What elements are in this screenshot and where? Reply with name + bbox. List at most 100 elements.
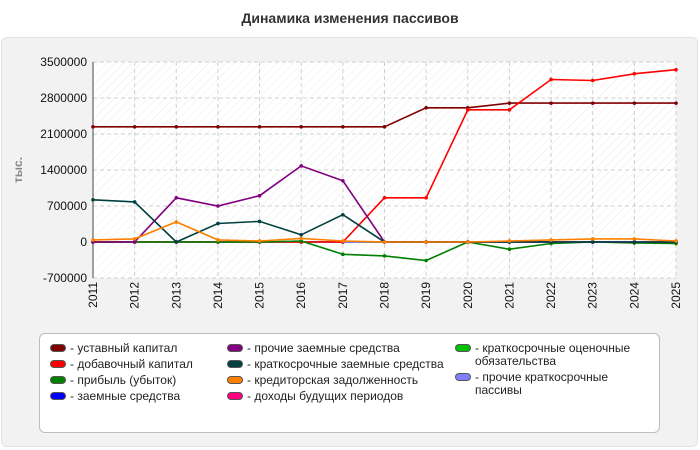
legend-label: заемные средства: [50, 390, 220, 403]
x-tick-label: 2020: [461, 282, 475, 309]
data-point: [299, 236, 304, 241]
y-tick-label: 2100000: [40, 127, 87, 141]
data-point: [91, 238, 95, 242]
y-tick-label: 3500000: [40, 55, 87, 69]
legend-item: краткосрочные заемные средства: [227, 358, 447, 371]
legend-label: уставный капитал: [50, 342, 220, 355]
data-point: [465, 108, 470, 112]
x-tick-label: 2013: [169, 282, 183, 309]
x-tick-label: 2014: [211, 282, 225, 309]
legend-column: уставный капитал добавочный капитал прибыл…: [50, 342, 220, 406]
x-tick-label: 2025: [669, 282, 683, 309]
data-point: [299, 164, 304, 168]
data-point: [91, 125, 95, 129]
data-point: [132, 237, 137, 241]
chart-legend: уставный капитал добавочный капитал прибыл…: [39, 333, 660, 433]
data-point: [174, 195, 179, 200]
legend-label: доходы будущих периодов: [227, 390, 447, 403]
data-point: [549, 101, 553, 105]
legend-label: краткосрочные оценочные обязательства: [455, 342, 655, 368]
x-tick-label: 2012: [128, 282, 142, 309]
legend-item: прочие краткосрочные пассивы: [455, 371, 655, 397]
data-point: [465, 240, 470, 244]
y-tick-label: 1400000: [40, 163, 87, 177]
data-point: [341, 212, 345, 217]
legend-item: заемные средства: [50, 390, 220, 403]
data-point: [91, 198, 95, 202]
data-point: [549, 77, 553, 82]
x-tick-label: 2024: [627, 282, 641, 309]
data-point: [549, 238, 553, 242]
data-point: [590, 101, 595, 105]
data-point: [257, 125, 262, 129]
x-tick-label: 2016: [294, 282, 308, 309]
legend-label: прочие заемные средства: [227, 342, 447, 355]
x-tick-label: 2021: [502, 282, 516, 309]
data-point: [216, 204, 220, 208]
legend-label: краткосрочные заемные средства: [227, 358, 447, 371]
data-point: [424, 195, 428, 200]
legend-item: доходы будущих периодов: [227, 390, 447, 403]
data-point: [174, 240, 179, 244]
x-tick-label: 2018: [378, 282, 392, 309]
legend-column: прочие заемные средства краткосрочные зае…: [227, 342, 447, 406]
legend-swatch: [50, 344, 66, 352]
data-point: [632, 101, 637, 105]
data-point: [590, 237, 595, 241]
data-point: [590, 78, 595, 83]
data-point: [341, 125, 345, 129]
line-chart: 3500000 2800000 2100000 1400000 700000 0 -7000…: [11, 55, 683, 309]
legend-item: добавочный капитал: [50, 358, 220, 371]
legend-item: прочие заемные средства: [227, 342, 447, 355]
data-point: [382, 125, 387, 129]
legend-swatch: [50, 392, 66, 400]
data-point: [424, 240, 428, 244]
data-point: [216, 125, 220, 129]
data-point: [382, 195, 387, 200]
x-tick-label: 2019: [419, 282, 433, 309]
legend-item: прибыль (убыток): [50, 374, 220, 387]
data-point: [341, 252, 345, 257]
data-point: [507, 247, 512, 251]
legend-swatch: [227, 344, 243, 352]
legend-item: краткосрочные оценочные обязательства: [455, 342, 655, 368]
data-point: [132, 200, 137, 204]
data-point: [257, 239, 262, 243]
y-tick-label: -700000: [43, 271, 87, 285]
data-point: [299, 239, 304, 243]
data-point: [632, 237, 637, 241]
legend-swatch: [455, 373, 471, 381]
legend-label: прочие краткосрочные пассивы: [455, 371, 655, 397]
legend-item: уставный капитал: [50, 342, 220, 355]
y-axis-label: тыс.: [11, 157, 25, 183]
x-tick-label: 2011: [86, 282, 100, 308]
y-tick-label: 0: [80, 235, 87, 249]
legend-label: кредиторская задолженность: [227, 374, 447, 387]
legend-swatch: [50, 360, 66, 368]
data-point: [424, 258, 428, 263]
legend-column: краткосрочные оценочные обязательства про…: [455, 342, 655, 400]
legend-label: добавочный капитал: [50, 358, 220, 371]
data-point: [507, 108, 512, 112]
chart-title: Динамика изменения пассивов: [241, 10, 459, 26]
data-point: [341, 239, 345, 243]
data-point: [174, 125, 179, 129]
data-point: [382, 240, 387, 244]
data-point: [174, 220, 179, 224]
data-point: [132, 240, 137, 244]
y-tick-label: 2800000: [40, 91, 87, 105]
data-point: [257, 193, 262, 198]
legend-swatch: [227, 392, 243, 400]
data-point: [299, 233, 304, 237]
data-point: [424, 105, 428, 110]
data-point: [341, 179, 345, 183]
data-point: [590, 240, 595, 244]
x-tick-label: 2023: [586, 282, 600, 309]
data-point: [507, 101, 512, 105]
y-tick-label: 700000: [47, 199, 87, 213]
data-point: [216, 238, 220, 242]
data-point: [674, 67, 678, 72]
x-tick-label: 2022: [544, 282, 558, 309]
data-point: [216, 221, 220, 226]
data-point: [632, 240, 637, 244]
